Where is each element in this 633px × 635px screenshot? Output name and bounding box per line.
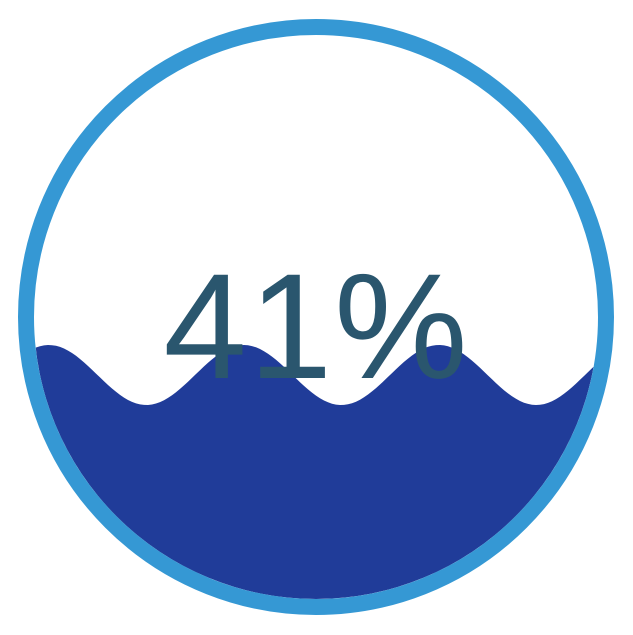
liquid-fill-gauge: 41% <box>0 0 633 635</box>
gauge-svg <box>0 0 633 635</box>
liquid-wave <box>0 345 633 635</box>
